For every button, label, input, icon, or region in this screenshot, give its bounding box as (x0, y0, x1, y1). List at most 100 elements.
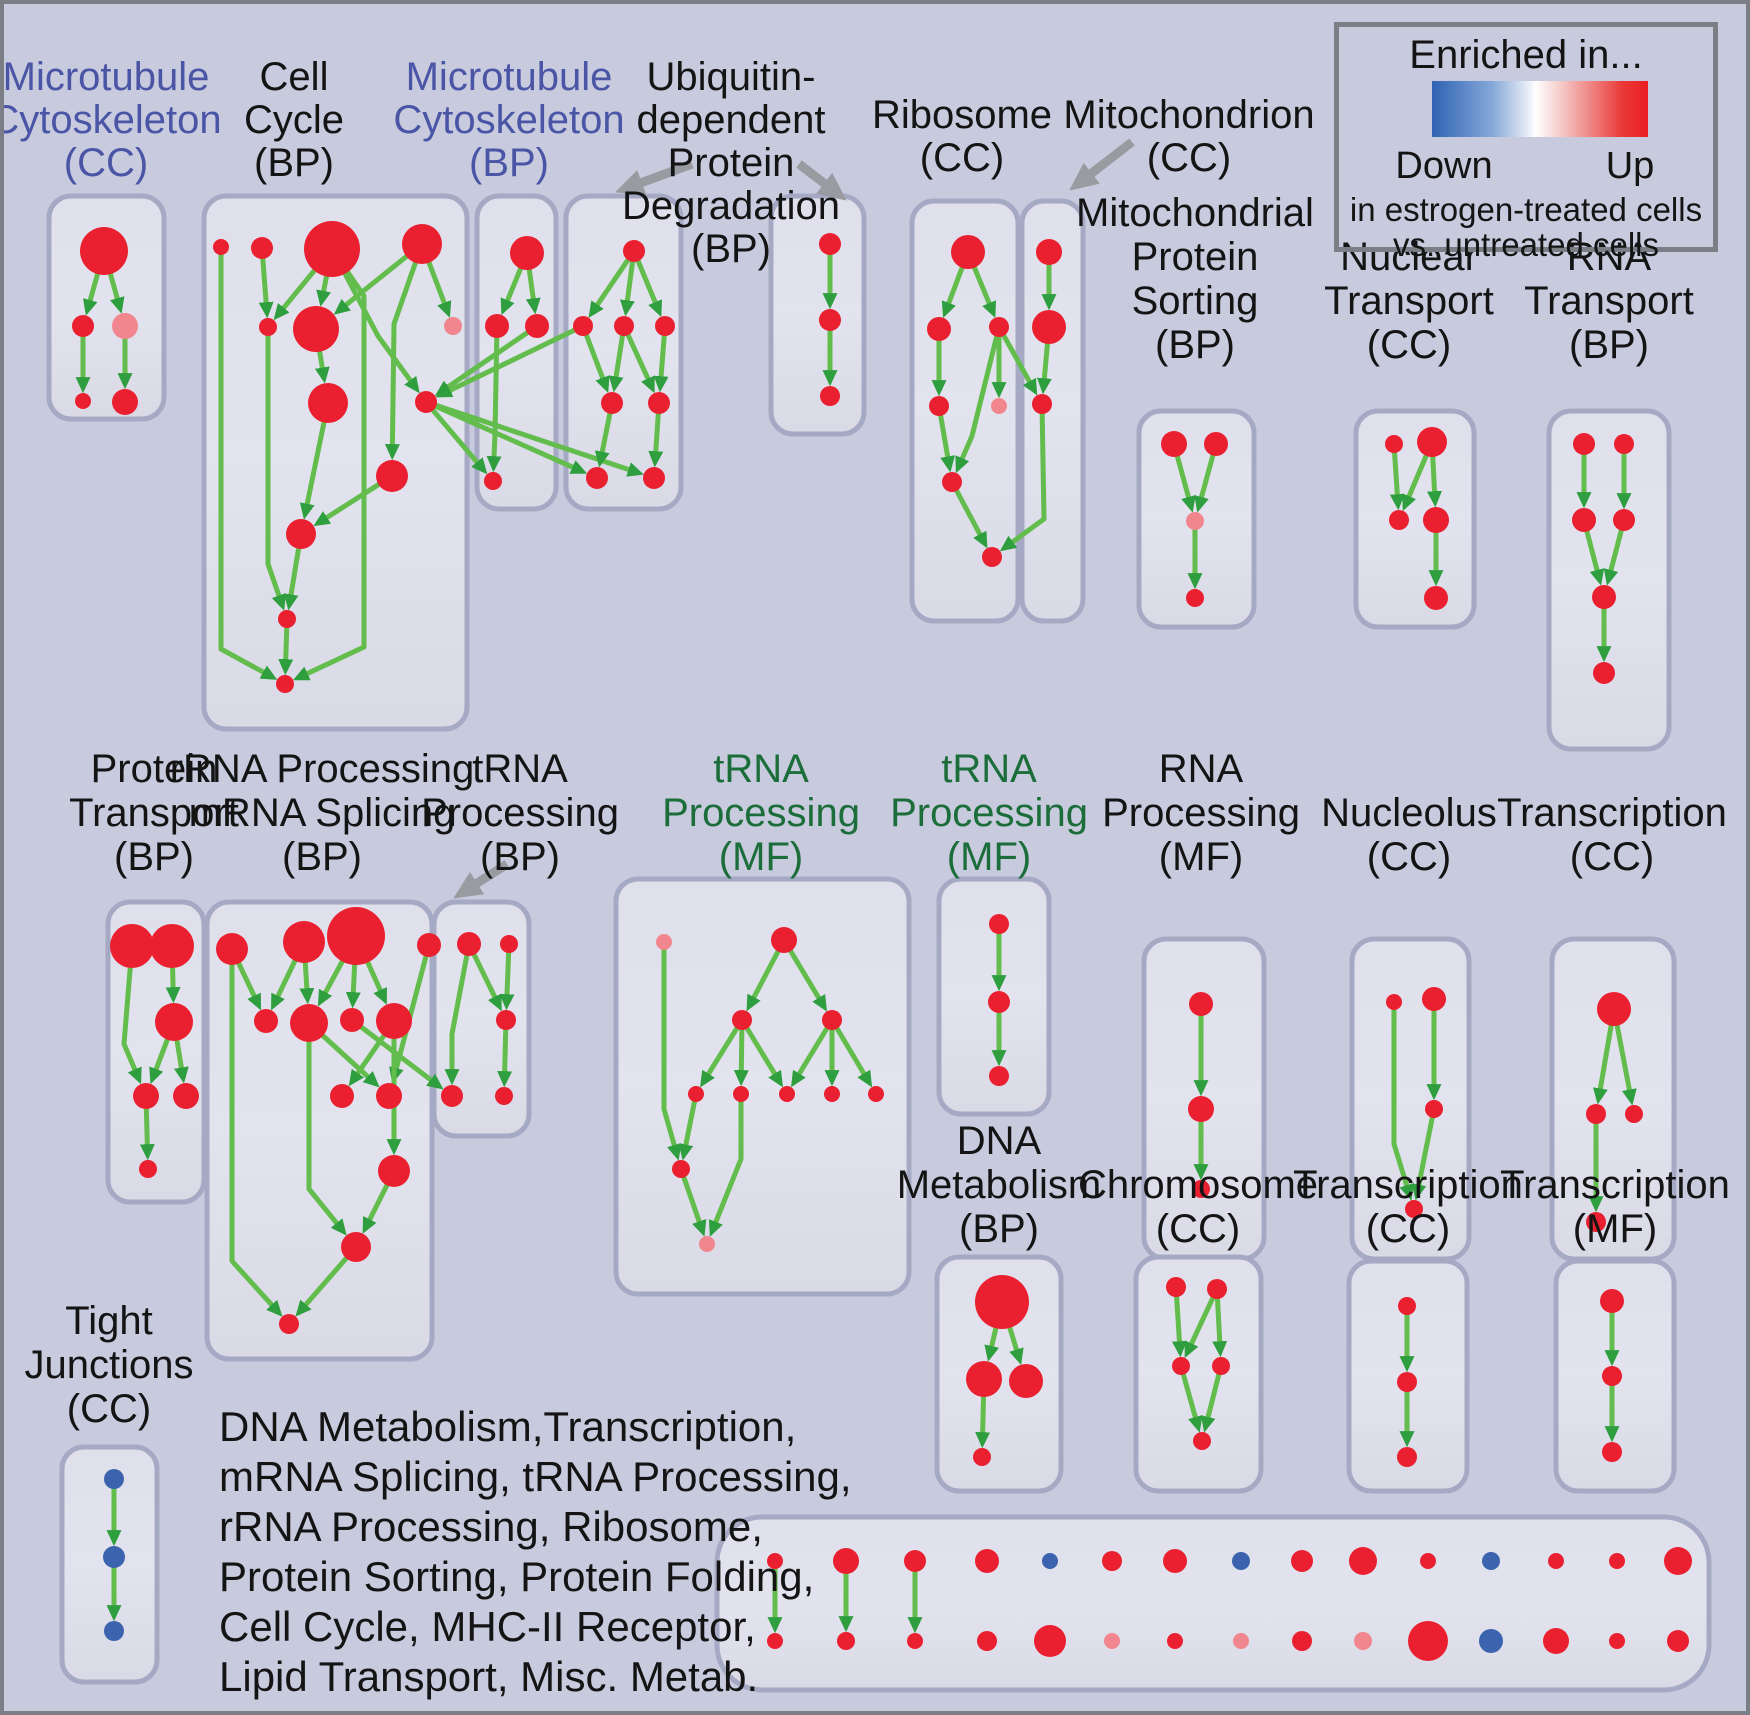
cluster-box-ntran (1353, 408, 1477, 630)
cluster-label-cc: (BP) (254, 141, 334, 185)
node-e1 (1600, 1289, 1624, 1313)
edge-n3-n12 (292, 247, 367, 681)
cluster-label-chrom: Chromosome (1078, 1163, 1318, 1207)
cluster-label-trnamf1: Processing (662, 791, 860, 835)
node-nn4 (1423, 507, 1449, 533)
node-mb7 (1167, 1633, 1183, 1649)
edge-hub-b4 (424, 400, 488, 475)
edge-n5-n11 (265, 327, 286, 611)
node-b2 (485, 314, 509, 338)
node-c2 (1207, 1279, 1227, 1299)
node-a3 (112, 313, 138, 339)
cluster-label-rrna: mRNA Splicing (189, 791, 456, 835)
cluster-label-msort: Mitochondrial (1076, 191, 1314, 235)
cluster-label-rtran: Transport (1524, 279, 1694, 323)
node-mt8 (1232, 1552, 1250, 1570)
edge-tb1-tb4 (444, 943, 472, 1086)
node-h2 (988, 991, 1010, 1013)
node-n5 (259, 318, 277, 336)
node-g3 (732, 1010, 752, 1030)
node-mt13 (1548, 1553, 1564, 1569)
cluster-label-ptran: Transport (69, 791, 239, 835)
node-b3 (525, 314, 549, 338)
node-tj3 (104, 1621, 124, 1641)
node-s2 (1204, 432, 1228, 456)
legend-box: Enriched in... Down Up in estrogen-treat… (1334, 22, 1718, 263)
cluster-label-ptran: Protein (91, 747, 218, 791)
cluster-label-chrom: (CC) (1156, 1207, 1240, 1251)
misc-text-line: mRNA Splicing, tRNA Processing, (219, 1453, 852, 1500)
edge-n4-n9 (384, 243, 425, 461)
node-q12 (341, 1232, 371, 1262)
edge-q7-tb4 (350, 1018, 444, 1090)
node-mb8 (1233, 1633, 1249, 1649)
pointer-arrow (615, 159, 694, 195)
node-g8 (824, 1086, 840, 1102)
cluster-label-rnaproc: (MF) (1159, 835, 1243, 879)
node-q8 (376, 1003, 412, 1039)
node-m2 (1032, 310, 1066, 344)
node-r1 (951, 235, 985, 269)
node-nn3 (1389, 510, 1409, 530)
cluster-box-mito (1019, 198, 1086, 624)
edge-p1-p4 (121, 945, 142, 1085)
cluster-label-trnabp: tRNA (472, 747, 568, 791)
node-p4 (133, 1083, 159, 1109)
cluster-label-cc: Cycle (244, 98, 344, 142)
edge-r3-r6 (955, 326, 1002, 474)
node-nn1 (1385, 435, 1403, 453)
node-p6 (139, 1160, 157, 1178)
cluster-label-txmf: Transcription (1500, 1163, 1730, 1207)
cluster-label-trnabp: Processing (421, 791, 619, 835)
node-c3 (1172, 1357, 1190, 1375)
cluster-label-mtcc: (CC) (64, 141, 148, 185)
edge-c2-c3 (1184, 1287, 1220, 1359)
node-p3 (155, 1003, 193, 1041)
cluster-label-mtcc: Cytoskeleton (4, 98, 222, 142)
node-n8 (308, 383, 348, 423)
node-e2 (1602, 1366, 1622, 1386)
node-r2 (927, 317, 951, 341)
edge-n1-n12 (218, 247, 278, 680)
edge-g1-g10 (661, 942, 682, 1161)
node-q9 (330, 1084, 354, 1108)
pointer-arrow (1069, 138, 1135, 191)
node-n10 (286, 519, 316, 549)
node-mt6 (1102, 1551, 1122, 1571)
node-i3 (1192, 1180, 1210, 1198)
node-n1 (213, 239, 229, 255)
cluster-label-rnaproc: RNA (1159, 747, 1244, 791)
enrichment-network-diagram: MicrotubuleCytoskeleton(CC)CellCycle(BP)… (4, 55, 1730, 1693)
node-p5 (173, 1083, 199, 1109)
node-u1 (623, 240, 645, 262)
cluster-box-chrom (1133, 1254, 1264, 1494)
cluster-label-trnamf2: Processing (890, 791, 1088, 835)
cluster-label-ub1: (BP) (691, 227, 771, 271)
node-h3 (989, 1066, 1009, 1086)
node-mb6 (1104, 1633, 1120, 1649)
node-q6 (290, 1004, 328, 1042)
cluster-box-ub1 (563, 193, 684, 512)
cluster-label-tj: (CC) (67, 1387, 151, 1431)
node-v3 (820, 386, 840, 406)
edge-g4-g9 (829, 1018, 873, 1088)
node-n12 (276, 675, 294, 693)
cluster-label-rrna: rRNA Processing (170, 747, 475, 791)
misc-text-line: Lipid Transport, Misc. Metab. (219, 1653, 759, 1700)
node-mt14 (1609, 1553, 1625, 1569)
node-u5 (601, 392, 623, 414)
node-l1 (1398, 1297, 1416, 1315)
cluster-label-trnamf1: (MF) (719, 835, 803, 879)
node-g2 (771, 927, 797, 953)
node-n11 (278, 610, 296, 628)
node-mb11 (1408, 1621, 1448, 1661)
edge-j1-j4 (1391, 1002, 1414, 1201)
cluster-box-rtran (1546, 408, 1672, 752)
edge-m3-r7 (999, 403, 1047, 552)
edge-b2-b4 (486, 325, 502, 473)
node-d3 (1009, 1364, 1043, 1398)
cluster-label-ptran: (BP) (114, 835, 194, 879)
node-g6 (733, 1086, 749, 1102)
node-g10 (672, 1160, 690, 1178)
